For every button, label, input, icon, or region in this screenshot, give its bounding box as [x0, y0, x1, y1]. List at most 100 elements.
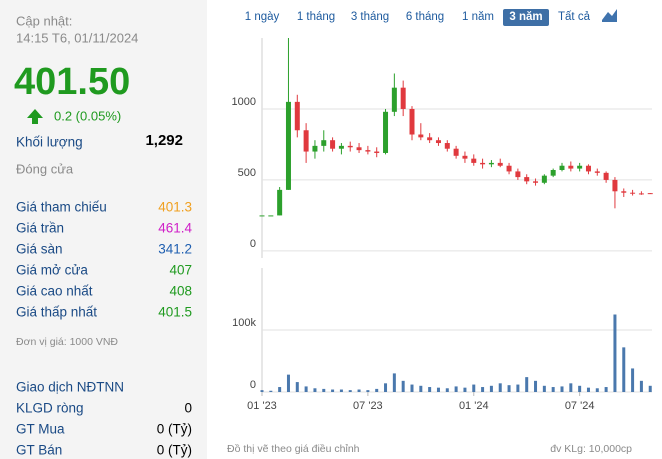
volume-bar — [613, 314, 617, 392]
y-tick-label: 1000 — [232, 96, 256, 108]
y-tick-label: 100k — [232, 317, 256, 329]
foreign-label: GT Bán — [16, 443, 62, 458]
volume-bar — [648, 385, 652, 392]
foreign-title: Giao dịch NĐTNN — [16, 380, 124, 395]
row-label: Giá sàn — [16, 242, 63, 257]
volume-bar — [560, 386, 564, 392]
tab[interactable]: 1 tháng — [297, 11, 335, 23]
volume-bar — [631, 368, 635, 392]
update-label: Cập nhật: — [16, 13, 72, 28]
candle-body — [435, 140, 441, 144]
volume-bar — [604, 387, 608, 392]
change: 0.2 (0.05%) — [54, 108, 121, 123]
candle-body — [321, 140, 327, 146]
row-value: 401.5 — [158, 305, 192, 320]
candle-body — [480, 162, 486, 165]
volume-bar — [481, 387, 485, 392]
foreign-value: 0 (Tỷ) — [157, 443, 192, 458]
row-label: Giá tham chiếu — [16, 200, 107, 215]
volume-bar — [375, 388, 379, 392]
x-tick-label: 01 '24 — [459, 400, 489, 412]
candle-body — [585, 165, 591, 172]
candle-body — [462, 155, 468, 159]
candle-body — [612, 179, 618, 192]
volume-bar — [551, 387, 555, 392]
row-label: Giá cao nhất — [16, 284, 93, 299]
volume-bar — [622, 347, 626, 392]
candle-body — [356, 147, 362, 151]
volume-bar — [489, 385, 493, 392]
candle-body — [506, 165, 512, 172]
tab[interactable]: Tất cả — [558, 11, 591, 23]
candle-body — [630, 192, 636, 194]
volume-bar — [507, 385, 511, 392]
volume-bar — [445, 388, 449, 392]
volume-bar — [366, 390, 370, 392]
candle-body — [268, 215, 274, 217]
row-value: 408 — [169, 284, 192, 299]
x-tick-label: 01 '23 — [247, 400, 277, 412]
candle-body — [577, 165, 583, 169]
volume-bar — [569, 383, 573, 392]
candle-body — [533, 181, 539, 183]
candle-body — [391, 87, 397, 112]
candle-body — [330, 140, 336, 149]
foreign-value: 0 (Tỷ) — [157, 422, 192, 437]
row-label: Giá thấp nhất — [16, 305, 97, 320]
tab[interactable]: 1 ngày — [245, 11, 280, 23]
volume-bar — [322, 388, 326, 392]
status: Đóng cửa — [16, 161, 74, 176]
candle-body — [347, 145, 353, 148]
tab[interactable]: 6 tháng — [406, 11, 444, 23]
foreign-value: 0 — [184, 401, 192, 416]
volume: 1,292 — [145, 132, 183, 149]
x-tick-label: 07 '23 — [353, 400, 383, 412]
volume-bar — [331, 389, 335, 392]
volume-bar — [410, 384, 414, 392]
active-tab-bg[interactable] — [503, 9, 549, 26]
row-value: 407 — [169, 263, 192, 278]
volume-bar — [436, 387, 440, 392]
volume-bar — [313, 388, 317, 392]
chart-icon[interactable] — [602, 9, 617, 22]
candle-body — [497, 162, 503, 166]
volume-bar — [384, 383, 388, 392]
up-arrow — [27, 109, 43, 124]
volume-bar — [595, 388, 599, 392]
candle-body — [559, 165, 565, 170]
candle-body — [294, 101, 300, 131]
candle-body — [259, 215, 265, 217]
tab[interactable]: 3 tháng — [351, 11, 389, 23]
volume-bar — [542, 385, 546, 392]
tab[interactable]: 1 năm — [462, 11, 494, 23]
volume-bar — [357, 389, 361, 392]
y-tick-label: 0 — [250, 379, 256, 391]
volume-bar — [278, 387, 282, 392]
y-tick-label: 500 — [238, 167, 256, 179]
x-tick-label: 07 '24 — [565, 400, 595, 412]
volume-bar — [586, 387, 590, 392]
candle-body — [312, 145, 318, 152]
volume-bar — [348, 390, 352, 392]
footer-note: Đồ thị vẽ theo giá điều chỉnh — [227, 443, 360, 455]
update-time: 14:15 T6, 01/11/2024 — [16, 30, 138, 45]
candle-body — [400, 87, 406, 109]
volume-bar — [286, 374, 290, 392]
row-label: Giá trần — [16, 221, 64, 236]
foreign-label: KLGD ròng — [16, 401, 84, 416]
candle-body — [365, 150, 371, 152]
candle-body — [550, 170, 556, 176]
tab[interactable]: 3 năm — [509, 11, 542, 23]
volume-bar — [428, 387, 432, 392]
footer-unit: đv KLg: 10,000cp — [550, 443, 632, 455]
candle-body — [488, 162, 494, 165]
volume-bar — [339, 389, 343, 392]
candle-body — [541, 175, 547, 183]
volume-bar — [578, 385, 582, 392]
candle-body — [285, 101, 291, 190]
foreign-label: GT Mua — [16, 422, 65, 437]
volume-bar — [454, 386, 458, 392]
volume-bar — [472, 384, 476, 392]
left-panel — [0, 0, 207, 459]
